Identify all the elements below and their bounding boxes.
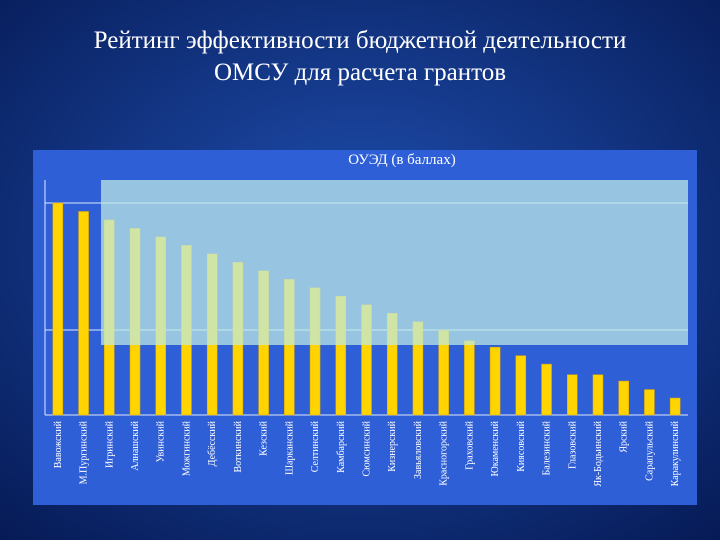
x-tick-label: Кезский <box>259 420 270 455</box>
x-tick-label: Киясовский <box>516 420 527 471</box>
x-tick-label: Камбарский <box>336 420 347 472</box>
bar <box>52 202 64 416</box>
bar <box>618 380 629 416</box>
x-tick-label: Глазовский <box>567 420 578 469</box>
bar <box>78 211 89 416</box>
x-tick-label: Игринский <box>104 420 115 468</box>
slide-title: ОМСУ для расчета грантов <box>214 59 506 86</box>
x-tick-label: Алнашский <box>130 420 141 470</box>
x-tick-label: Граховский <box>464 420 475 470</box>
x-tick-label: Селтинский <box>310 420 321 472</box>
x-tick-label: Вавожский <box>53 420 64 468</box>
highlight-overlay <box>101 180 688 345</box>
x-tick-label: Можгинский <box>181 420 192 476</box>
bar <box>515 355 527 416</box>
x-tick-label: Юкаменский <box>490 420 501 476</box>
bar <box>644 389 655 416</box>
x-tick-label: Дебёсский <box>207 420 218 466</box>
bar <box>541 363 552 416</box>
x-tick-label: Балезинский <box>542 420 553 475</box>
x-tick-label: Каракулинский <box>670 420 681 486</box>
x-tick-label: Завьяловский <box>413 420 424 479</box>
bar <box>489 346 501 416</box>
x-tick-label: Сарапульский <box>644 420 655 481</box>
x-tick-label: Сюмсинский <box>362 420 373 476</box>
x-tick-label: Увинский <box>156 420 167 462</box>
bar <box>592 374 604 416</box>
x-tick-label: Воткинский <box>233 420 244 472</box>
x-tick-label: Шарканский <box>284 420 295 475</box>
x-tick-label: Красногорский <box>439 420 450 485</box>
x-tick-label: Як-Бодьинский <box>593 420 604 486</box>
chart-title: ОУЭД (в баллах) <box>348 152 455 168</box>
x-tick-label: Кизнерский <box>387 420 398 471</box>
x-tick-label: М.Пургинский <box>79 420 90 484</box>
bar <box>567 374 578 416</box>
x-tick-label: Ярский <box>619 420 630 452</box>
bar <box>669 397 681 416</box>
bar <box>464 340 475 416</box>
slide-title: Рейтинг эффективности бюджетной деятельн… <box>94 27 627 54</box>
